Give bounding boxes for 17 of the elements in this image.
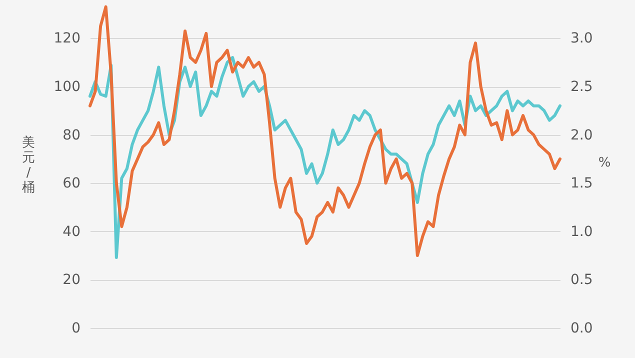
y2-axis-title: % (598, 156, 611, 170)
y-tick-label: 40 (62, 224, 80, 240)
y2-tick-label: 0.5 (570, 272, 593, 288)
y-tick-label: 120 (54, 30, 80, 47)
y-tick-label: 60 (62, 176, 80, 192)
y2-tick-label: 2.0 (570, 127, 593, 144)
y-tick-label: 0 (72, 320, 80, 336)
line-series (88, 5, 562, 258)
y-tick-label: 100 (54, 79, 80, 96)
y2-tick-label: 2.5 (570, 79, 593, 96)
y2-tick-label: 3.0 (570, 30, 593, 47)
y2-tick-label: 1.0 (570, 224, 593, 240)
y2-tick-label: 1.5 (570, 176, 593, 192)
y-tick-label: 20 (62, 272, 80, 288)
y-axis-title: 美元/桶 (22, 134, 35, 196)
y-tick-label: 80 (62, 127, 80, 144)
y2-tick-label: 0.0 (570, 320, 593, 336)
